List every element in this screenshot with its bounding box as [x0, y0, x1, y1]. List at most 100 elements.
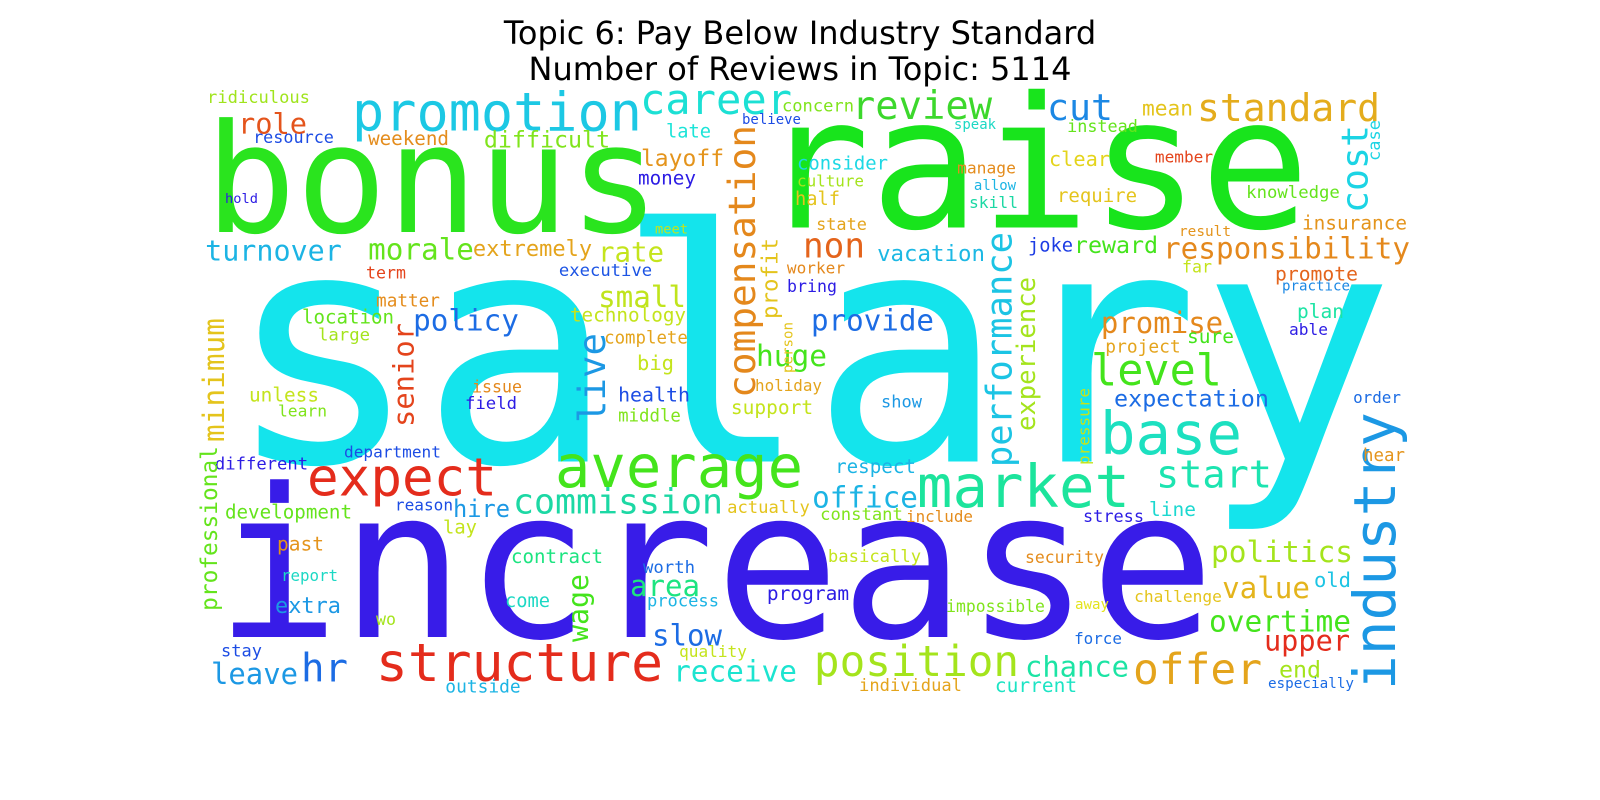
word-layoff: layoff	[641, 146, 724, 172]
word-overtime: overtime	[1209, 605, 1351, 639]
word-health: health	[618, 384, 690, 407]
word-leave: leave	[211, 657, 298, 691]
word-respect: respect	[835, 455, 916, 478]
word-stress: stress	[1083, 506, 1144, 526]
word-money: money	[638, 167, 696, 190]
word-plan: plan	[1297, 300, 1344, 323]
word-wage: wage	[562, 574, 595, 642]
word-result: result	[1179, 224, 1231, 240]
word-individual: individual	[859, 676, 962, 696]
word-location: location	[302, 306, 394, 329]
word-consider: consider	[797, 153, 888, 175]
word-speak: speak	[954, 117, 997, 133]
word-hire: hire	[453, 495, 510, 523]
word-career: career	[640, 75, 792, 124]
word-matter: matter	[376, 292, 440, 312]
word-compensation: compensation	[720, 125, 764, 398]
word-technology: technology	[570, 304, 686, 327]
word-mean: mean	[1142, 96, 1193, 121]
word-far: far	[1182, 258, 1212, 277]
word-weekend: weekend	[368, 127, 449, 150]
word-receive: receive	[673, 655, 797, 689]
word-order: order	[1353, 388, 1401, 407]
word-security: security	[1025, 548, 1104, 567]
word-member: member	[1155, 148, 1213, 167]
word-role: role	[238, 107, 307, 141]
word-policy: policy	[413, 304, 519, 338]
word-profit: profit	[758, 238, 784, 319]
word-experience: experience	[1012, 277, 1042, 431]
word-quality: quality	[679, 642, 747, 661]
word-level: level	[1091, 346, 1222, 396]
word-lay: lay	[443, 518, 477, 539]
word-believe: believe	[742, 112, 801, 128]
word-bring: bring	[787, 277, 837, 296]
word-old: old	[1314, 568, 1351, 592]
word-complete: complete	[604, 329, 688, 349]
word-knowledge: knowledge	[1246, 183, 1340, 203]
word-standard: standard	[1197, 86, 1380, 130]
word-extremely: extremely	[473, 237, 592, 262]
word-term: term	[366, 264, 406, 283]
word-show: show	[881, 393, 923, 413]
word-huge: huge	[756, 339, 827, 373]
word-upper: upper	[1264, 624, 1350, 658]
word-position: position	[814, 637, 1019, 687]
word-project: project	[1105, 337, 1180, 358]
word-process: process	[647, 592, 719, 612]
word-difficult: difficult	[484, 127, 610, 154]
word-hr: hr	[301, 647, 348, 692]
word-expect: expect	[307, 448, 497, 509]
word-especially: especially	[1268, 676, 1354, 692]
word-state: state	[816, 214, 867, 234]
word-resource: resource	[253, 127, 334, 147]
word-worth: worth	[643, 558, 695, 578]
word-politics: politics	[1211, 535, 1353, 569]
word-clear: clear	[1049, 147, 1110, 171]
word-extra: extra	[275, 594, 341, 619]
word-manage: manage	[957, 159, 1016, 178]
word-different: different	[215, 455, 308, 475]
word-come: come	[505, 591, 550, 612]
word-promote: promote	[1275, 263, 1358, 286]
word-offer: offer	[1133, 645, 1262, 695]
word-big: big	[637, 351, 674, 375]
word-middle: middle	[618, 407, 681, 427]
word-raise: raise	[760, 59, 1310, 272]
word-minimum: minimum	[197, 318, 231, 442]
word-industry: industry	[1341, 412, 1409, 690]
word-field: field	[465, 394, 517, 414]
word-worker: worker	[787, 259, 845, 278]
word-morale: morale	[368, 233, 474, 267]
word-joke: joke	[1028, 236, 1073, 257]
word-current: current	[995, 674, 1077, 697]
word-culture: culture	[797, 172, 864, 191]
word-provide: provide	[811, 304, 934, 338]
word-review: review	[852, 84, 993, 129]
word-past: past	[277, 533, 324, 556]
word-concern: concern	[782, 97, 854, 117]
word-insurance: insurance	[1302, 212, 1407, 235]
word-non: non	[803, 227, 865, 267]
word-unless: unless	[249, 384, 319, 407]
word-able: able	[1289, 320, 1328, 339]
word-hold: hold	[225, 191, 258, 207]
word-require: require	[1057, 185, 1137, 207]
word-allow: allow	[974, 178, 1017, 194]
word-turnover: turnover	[205, 235, 342, 268]
word-commission: commission	[513, 483, 723, 523]
word-reward: reward	[1074, 232, 1158, 259]
word-skill: skill	[969, 193, 1018, 212]
word-slow: slow	[652, 619, 723, 653]
word-include: include	[906, 507, 973, 526]
word-area: area	[630, 569, 700, 603]
word-wo: wo	[376, 610, 396, 629]
word-senior: senior	[387, 323, 421, 427]
word-half: half	[795, 189, 840, 210]
word-impossible: impossible	[946, 597, 1045, 616]
word-department: department	[344, 443, 441, 462]
word-force: force	[1074, 629, 1122, 648]
word-start: start	[1156, 453, 1272, 498]
word-basically: basically	[828, 547, 921, 567]
